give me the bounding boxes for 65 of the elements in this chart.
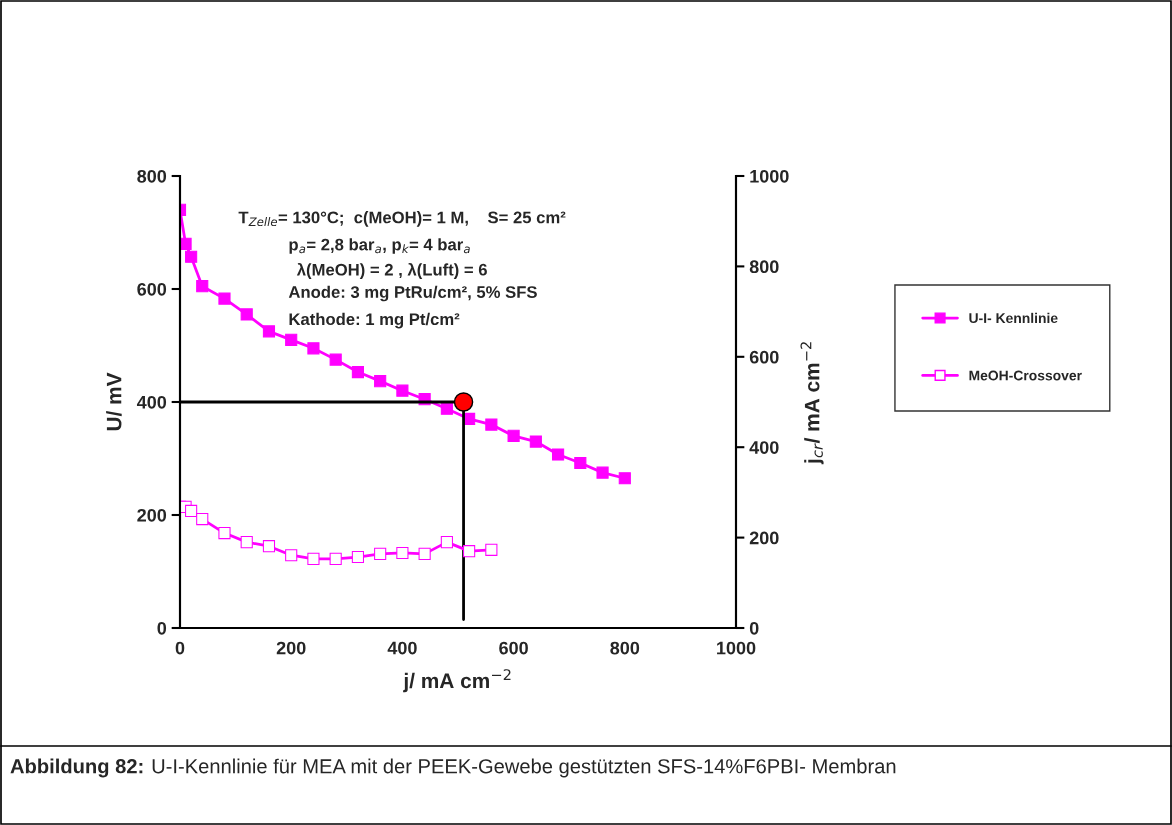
point (351, 550, 364, 564)
y-tick-label: 0 (157, 621, 167, 635)
annotation: Kathode: 1 mg Pt/cm² (289, 312, 460, 329)
point (329, 353, 342, 366)
x-tick-label: 1000 (717, 641, 756, 655)
point (418, 547, 431, 560)
annotation: λ(MeOH) = 2 , λ(Luft) = 6 (296, 262, 487, 279)
point (307, 552, 320, 565)
point (453, 392, 474, 412)
point (218, 292, 231, 305)
point (351, 365, 364, 379)
point (185, 250, 198, 263)
annotation: Anode: 3 mg PtRu/cm², 5% SFS (288, 285, 537, 302)
y-tick-label: 200 (137, 508, 167, 522)
point (262, 325, 276, 338)
y2-tick-label: 0 (749, 621, 759, 635)
point (218, 527, 231, 540)
text: U-I-Kennlinie für MEA mit der PEEK-Gewebe gestützten SFS-14%F6PBI- Membran (152, 758, 896, 778)
y2-tick-label: 200 (749, 531, 779, 545)
text: Abbildung 82: (10, 758, 143, 778)
point (196, 280, 209, 293)
point (507, 429, 520, 442)
x-tick-label: 0 (175, 641, 185, 655)
point (307, 342, 320, 355)
point (285, 333, 298, 346)
point (196, 512, 209, 526)
point (396, 384, 409, 397)
y-tick-label: 400 (136, 395, 167, 409)
y2-tick-label: 1000 (750, 169, 789, 183)
point (240, 308, 253, 321)
point (574, 456, 587, 470)
point (285, 549, 298, 562)
annotation: T$_{Zelle}$= 130°C; c(MeOH)= 1 M, S= 25 cm² (238, 211, 566, 227)
annotation: p$_{a}$= 2,8 bar$_{a}$, p$_{k}$= 4 bar$_{a}$ (289, 238, 470, 254)
x-axis-title: j/ mA cm$^{−2}$ (403, 669, 511, 693)
point (485, 543, 498, 556)
point (463, 545, 476, 558)
y2-axis-title: j$_{cr}$/ mA cm$^{−2}$ (800, 342, 824, 465)
point (240, 536, 253, 549)
point (596, 466, 609, 479)
point (529, 435, 542, 448)
x-tick-label: 400 (387, 641, 417, 655)
point (485, 418, 498, 431)
point (552, 448, 565, 461)
point (262, 540, 276, 553)
x-tick-label: 800 (610, 641, 640, 655)
point (180, 237, 192, 250)
point (618, 472, 631, 485)
y2-tick-label: 800 (749, 260, 779, 274)
y-axis-title: U/ mV (106, 372, 122, 431)
legend-label: U-I- Kennlinie (969, 312, 1058, 324)
x-tick-label: 600 (499, 641, 528, 655)
x-tick-label: 200 (276, 641, 306, 655)
point (374, 375, 387, 388)
point (185, 504, 198, 518)
point (440, 402, 453, 415)
point (440, 536, 453, 549)
y-tick-label: 800 (137, 169, 167, 183)
y-tick-label: 600 (137, 282, 167, 296)
point (396, 546, 409, 560)
y2-tick-label: 400 (749, 441, 779, 454)
legend-label: MeOH-Crossover (969, 370, 1082, 381)
point (329, 552, 342, 565)
point (374, 547, 387, 560)
y2-tick-label: 600 (749, 350, 779, 364)
